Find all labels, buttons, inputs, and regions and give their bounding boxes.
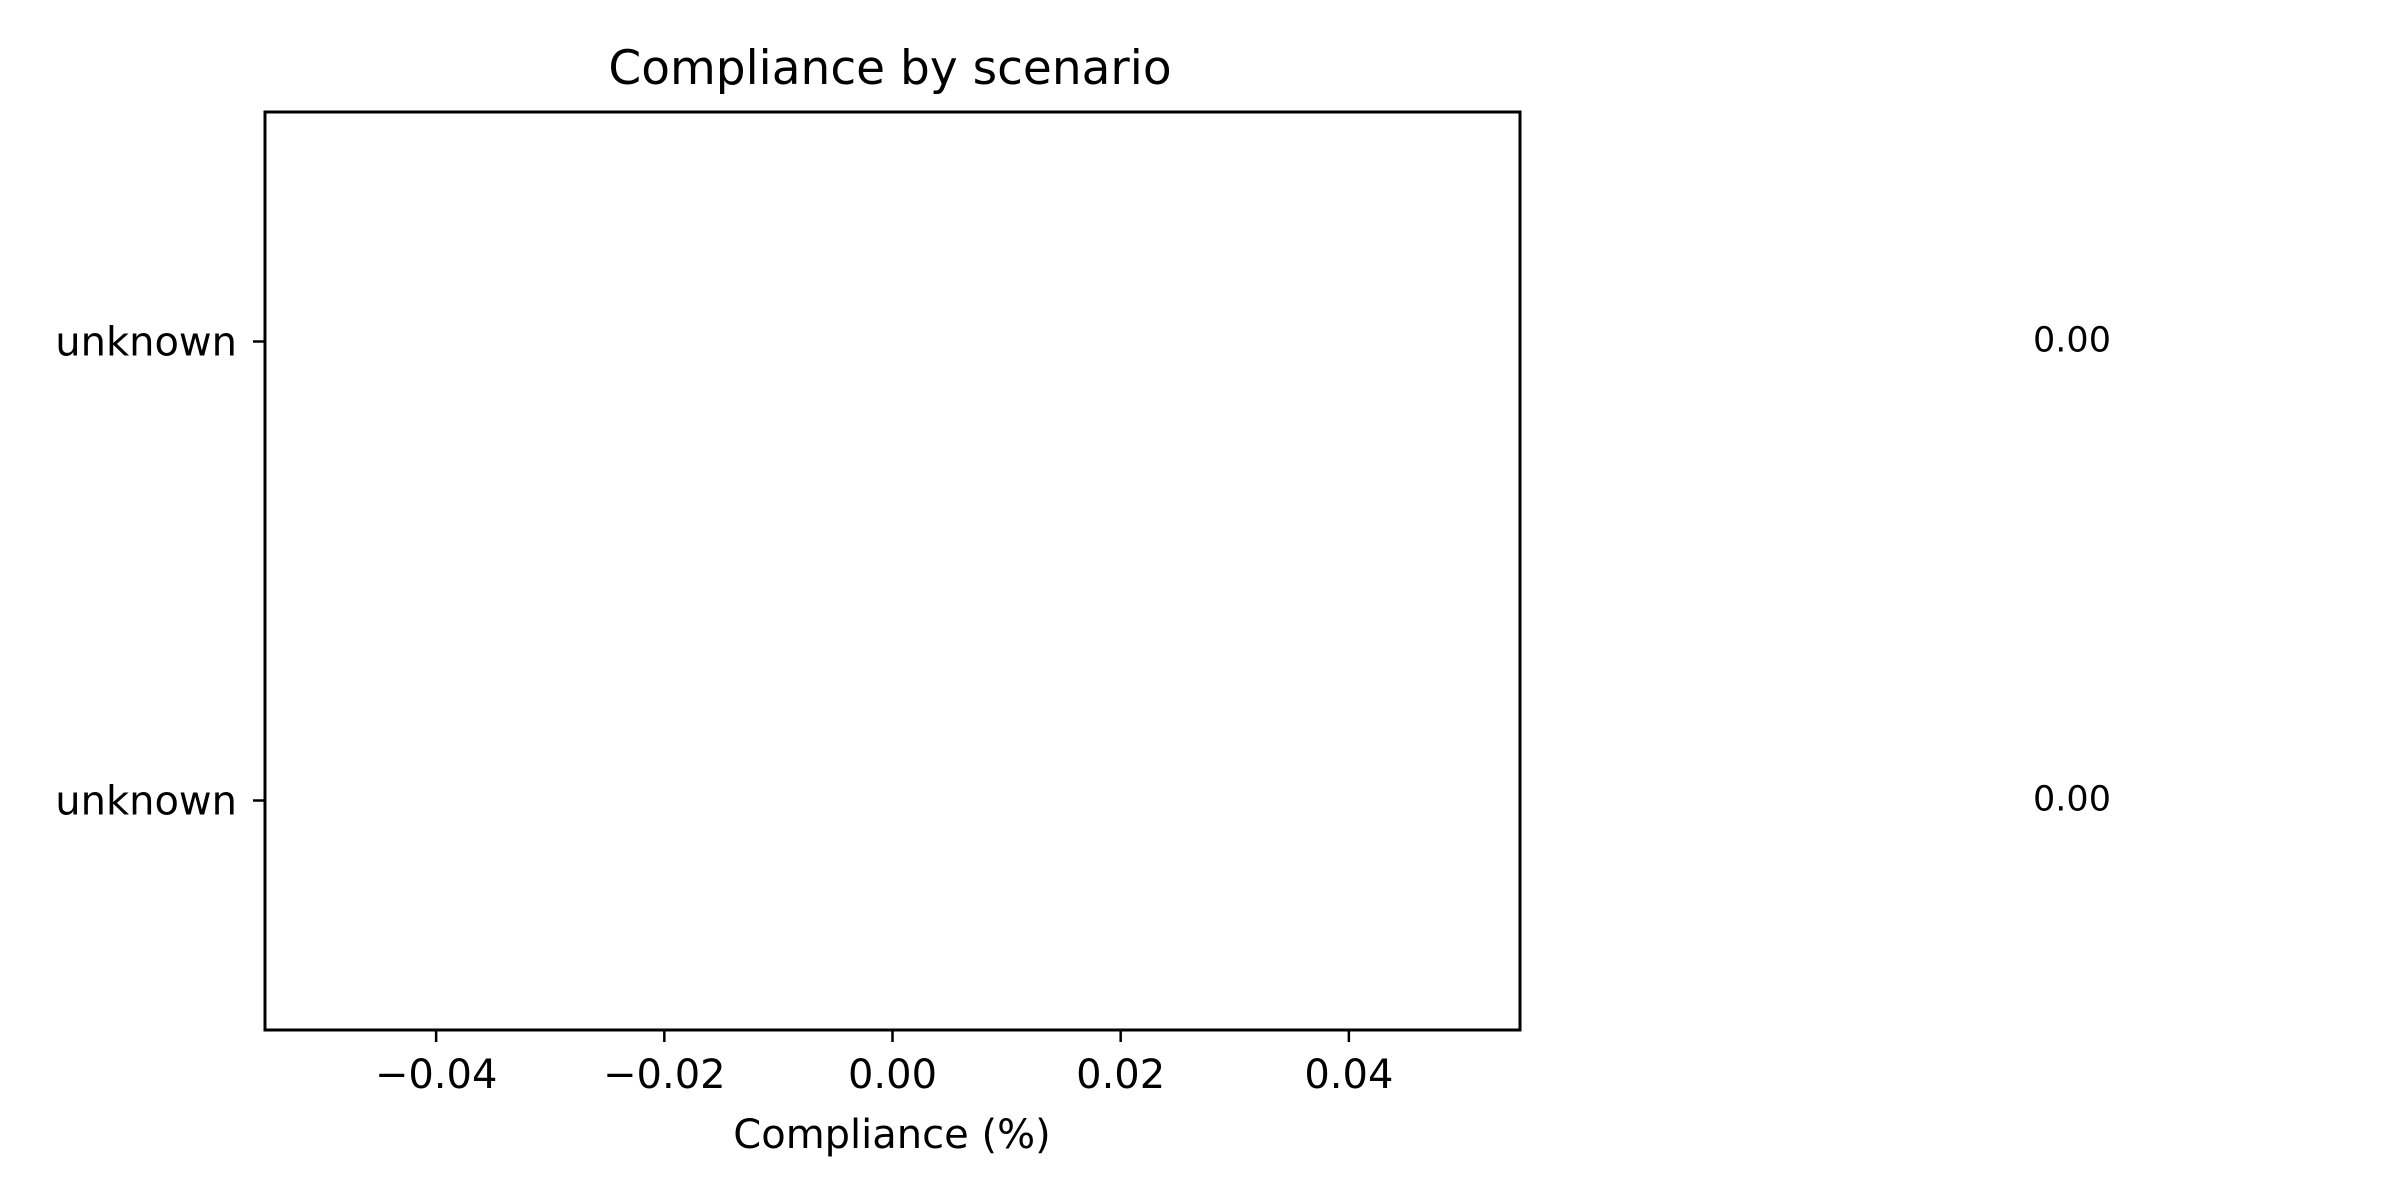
data-label: 0.00 — [2033, 321, 2111, 361]
y-axis: unknown unknown — [55, 320, 265, 825]
y-tick-label: unknown — [55, 779, 237, 825]
y-tick-label: unknown — [55, 320, 237, 366]
x-axis-label: Compliance (%) — [733, 1112, 1050, 1158]
data-label: 0.00 — [2033, 780, 2111, 820]
x-tick-label: 0.00 — [848, 1052, 937, 1098]
chart-title: Compliance by scenario — [608, 41, 1171, 96]
x-tick-label: −0.02 — [603, 1052, 726, 1098]
x-tick-label: −0.04 — [375, 1052, 498, 1098]
x-tick-label: 0.02 — [1076, 1052, 1165, 1098]
data-labels: 0.00 0.00 — [2033, 321, 2111, 820]
plot-frame — [263, 110, 1522, 1032]
x-axis: −0.04 −0.02 0.00 0.02 0.04 — [375, 1030, 1393, 1098]
x-tick-label: 0.04 — [1304, 1052, 1393, 1098]
